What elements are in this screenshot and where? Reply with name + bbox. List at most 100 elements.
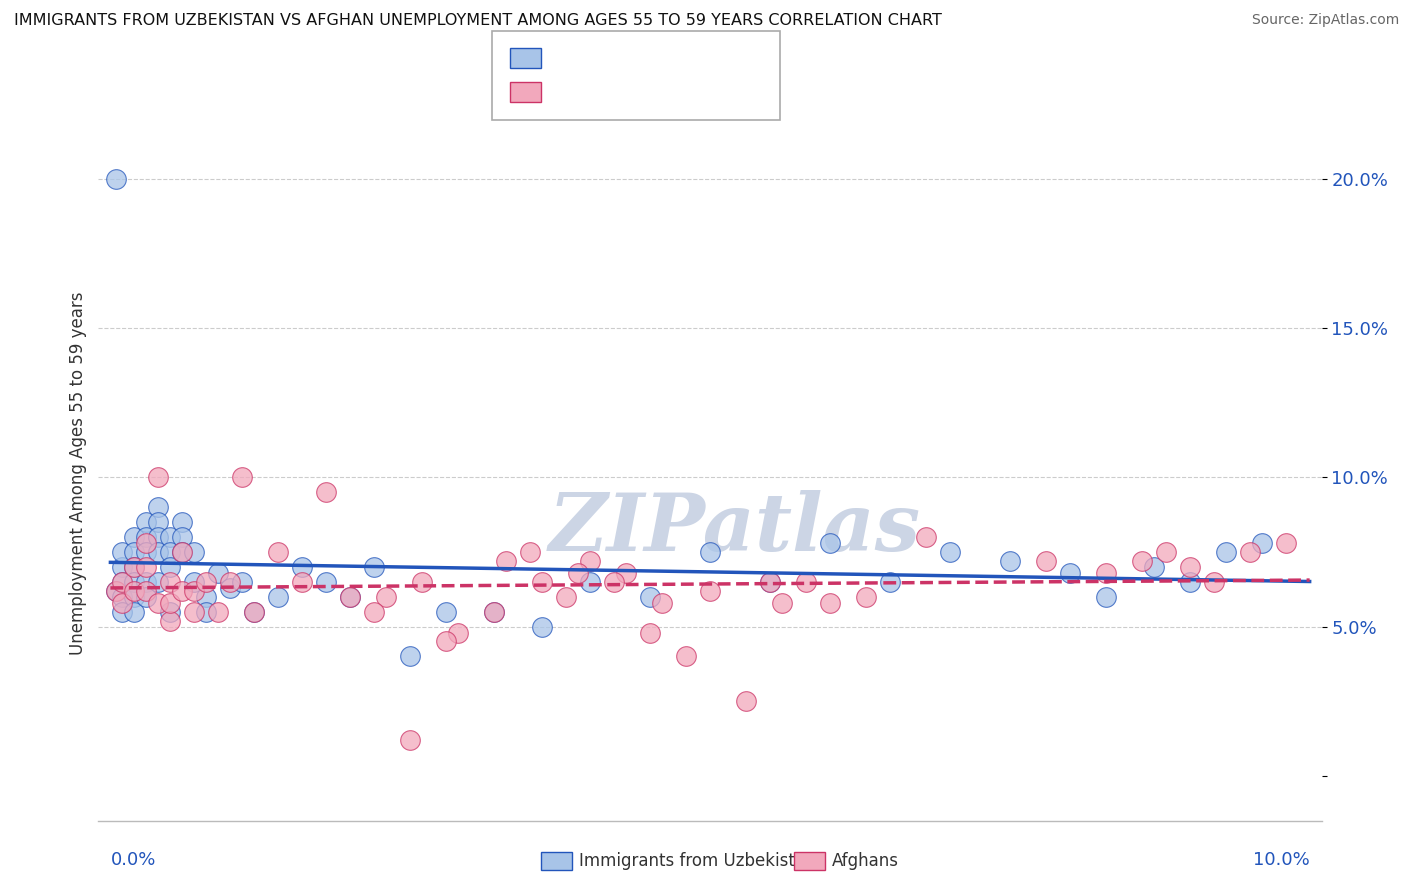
Point xyxy=(135,583,157,598)
Point xyxy=(1215,545,1237,559)
Point xyxy=(159,574,181,589)
Point xyxy=(267,590,290,604)
Point xyxy=(148,545,170,559)
Point xyxy=(1202,574,1225,589)
Point xyxy=(939,545,962,559)
Point xyxy=(998,554,1021,568)
Point xyxy=(148,574,170,589)
Point xyxy=(207,605,229,619)
Point xyxy=(183,574,205,589)
Point xyxy=(291,574,314,589)
Point xyxy=(759,574,782,589)
Text: 10.0%: 10.0% xyxy=(1253,850,1309,869)
Point xyxy=(124,559,146,574)
Point xyxy=(567,566,589,580)
Point xyxy=(363,605,385,619)
Point xyxy=(148,596,170,610)
Point xyxy=(482,605,505,619)
Point xyxy=(124,590,146,604)
Point xyxy=(172,515,194,529)
Point xyxy=(855,590,877,604)
Point xyxy=(231,574,253,589)
Point xyxy=(219,581,242,595)
Point xyxy=(531,619,554,633)
Point xyxy=(399,649,422,664)
Point xyxy=(770,596,793,610)
Point xyxy=(614,566,637,580)
Y-axis label: Unemployment Among Ages 55 to 59 years: Unemployment Among Ages 55 to 59 years xyxy=(69,291,87,655)
Point xyxy=(818,596,841,610)
Point xyxy=(207,566,229,580)
Point xyxy=(148,515,170,529)
Point xyxy=(1035,554,1057,568)
Point xyxy=(1178,559,1201,574)
Point xyxy=(759,574,782,589)
Point xyxy=(183,583,205,598)
Point xyxy=(159,605,181,619)
Point xyxy=(1239,545,1261,559)
Text: R =  0.065   N =  61: R = 0.065 N = 61 xyxy=(548,49,730,67)
Point xyxy=(148,500,170,514)
Point xyxy=(159,559,181,574)
Point xyxy=(339,590,361,604)
Point xyxy=(291,559,314,574)
Point xyxy=(148,530,170,544)
Point xyxy=(699,545,721,559)
Point xyxy=(375,590,398,604)
Point xyxy=(159,596,181,610)
Point xyxy=(699,583,721,598)
Point xyxy=(531,574,554,589)
Point xyxy=(651,596,673,610)
Point xyxy=(135,515,157,529)
Text: Source: ZipAtlas.com: Source: ZipAtlas.com xyxy=(1251,13,1399,28)
Text: Afghans: Afghans xyxy=(832,852,900,870)
Point xyxy=(111,596,134,610)
Point xyxy=(195,590,218,604)
Point xyxy=(315,485,337,500)
Point xyxy=(111,574,134,589)
Text: R =  0.179   N =  60: R = 0.179 N = 60 xyxy=(548,83,730,101)
Text: 0.0%: 0.0% xyxy=(111,850,156,869)
Point xyxy=(219,574,242,589)
Point xyxy=(111,590,134,604)
Point xyxy=(1094,566,1116,580)
Point xyxy=(915,530,938,544)
Point xyxy=(243,605,266,619)
Point xyxy=(111,545,134,559)
Point xyxy=(105,171,128,186)
Point xyxy=(111,574,134,589)
Point xyxy=(172,545,194,559)
Point xyxy=(267,545,290,559)
Point xyxy=(1178,574,1201,589)
Point xyxy=(135,574,157,589)
Point xyxy=(879,574,901,589)
Point xyxy=(135,545,157,559)
Point xyxy=(135,530,157,544)
Point xyxy=(1094,590,1116,604)
Point xyxy=(172,583,194,598)
Point xyxy=(172,530,194,544)
Point xyxy=(399,733,422,747)
Point xyxy=(148,470,170,484)
Point xyxy=(482,605,505,619)
Point xyxy=(411,574,433,589)
Point xyxy=(363,559,385,574)
Point xyxy=(818,536,841,550)
Point xyxy=(159,614,181,628)
Point xyxy=(105,583,128,598)
Point xyxy=(555,590,578,604)
Point xyxy=(124,574,146,589)
Point xyxy=(579,554,602,568)
Point xyxy=(735,694,758,708)
Point xyxy=(1143,559,1166,574)
Point xyxy=(434,605,457,619)
Point xyxy=(794,574,817,589)
Point xyxy=(105,583,128,598)
Point xyxy=(195,605,218,619)
Point xyxy=(1130,554,1153,568)
Text: ZIPatlas: ZIPatlas xyxy=(548,490,921,567)
Point xyxy=(1250,536,1272,550)
Point xyxy=(124,605,146,619)
Point xyxy=(172,545,194,559)
Text: IMMIGRANTS FROM UZBEKISTAN VS AFGHAN UNEMPLOYMENT AMONG AGES 55 TO 59 YEARS CORR: IMMIGRANTS FROM UZBEKISTAN VS AFGHAN UNE… xyxy=(14,13,942,29)
